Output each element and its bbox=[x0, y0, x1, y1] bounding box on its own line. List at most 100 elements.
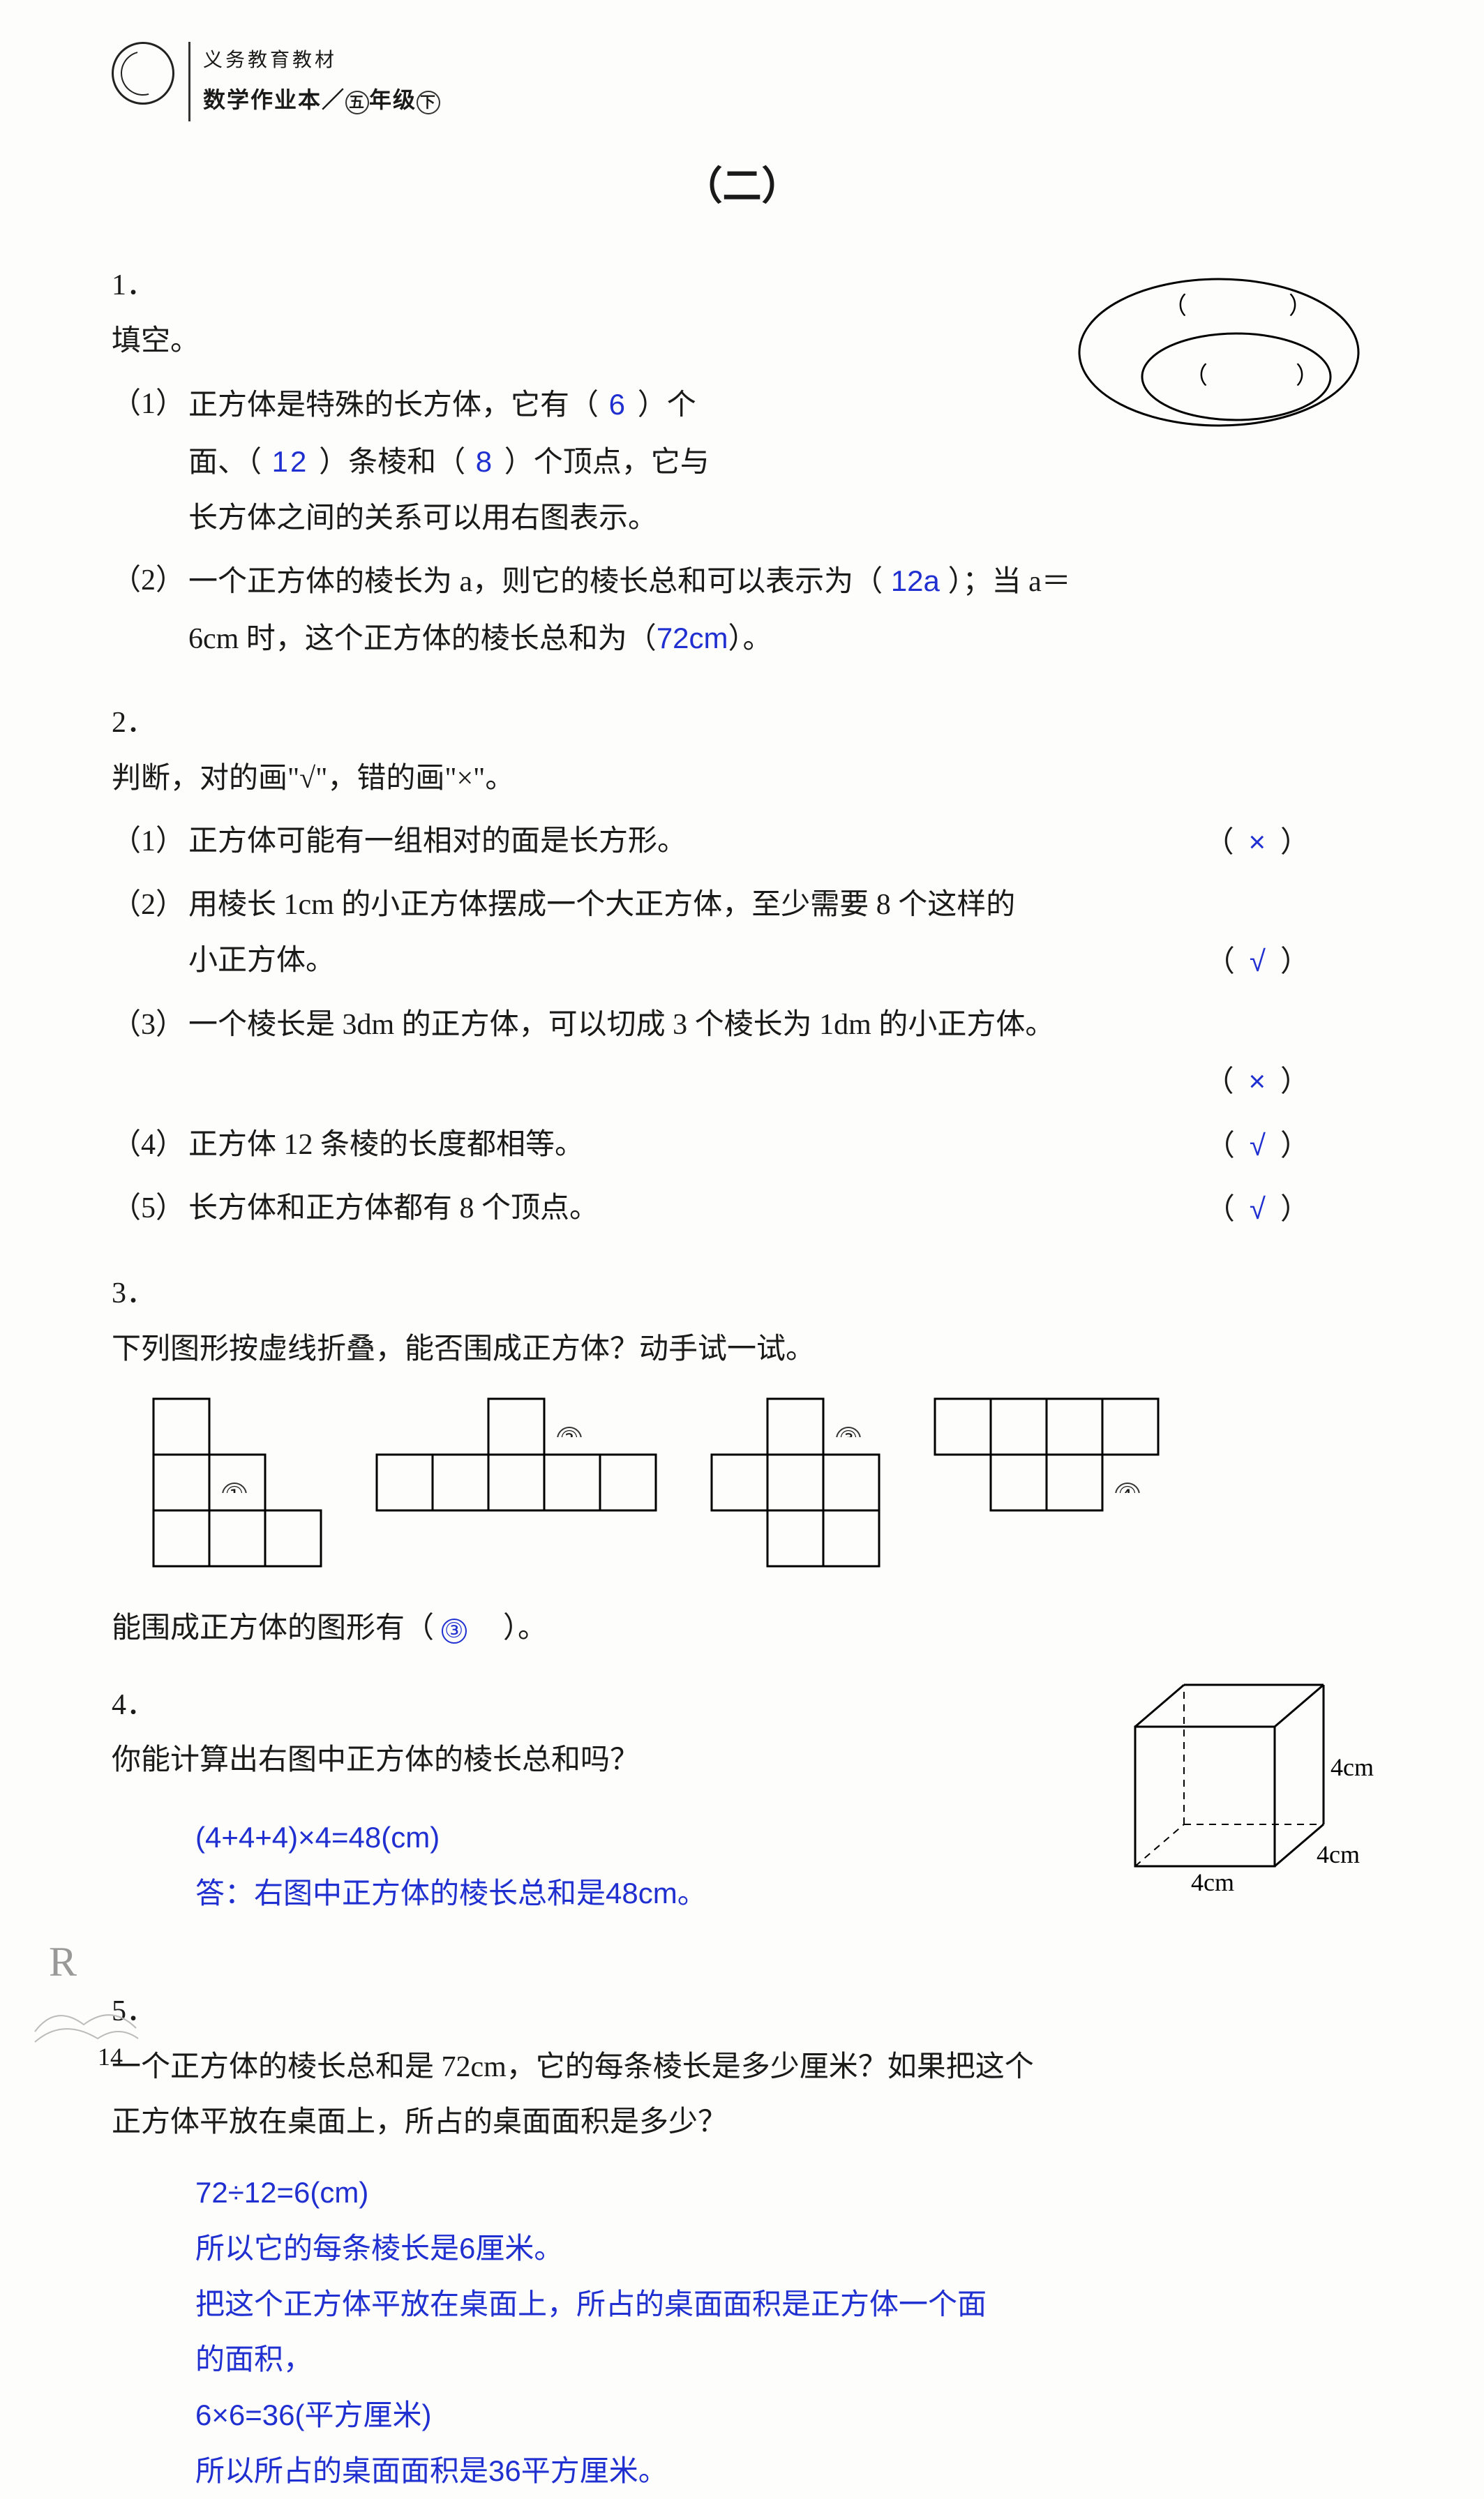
net-2: ② bbox=[377, 1399, 670, 1538]
q5-answer-line: 72÷12=6(cm) bbox=[195, 2165, 1317, 2221]
volume-circle-icon: 下 bbox=[417, 91, 440, 114]
header-text: 义务教育教材 数学作业本／五年级下 bbox=[188, 42, 440, 121]
q2-item-num: （5） bbox=[112, 1181, 188, 1237]
q1-sub2: （2） 一个正方体的棱长为 a，则它的棱长总和可以表示为（ 12a ）；当 a＝… bbox=[112, 553, 1317, 668]
cube-diagram: 4cm 4cm 4cm bbox=[1107, 1671, 1358, 1894]
q2-answer: √ bbox=[1250, 945, 1266, 977]
question-2: 2． 判断，对的画"√"，错的画"×"。 （1）正方体可能有一组相对的面是长方形… bbox=[112, 696, 1372, 1245]
cube-dim-w: 4cm bbox=[1191, 1868, 1234, 1896]
q2-title: 判断，对的画"√"，错的画"×"。 bbox=[112, 763, 514, 795]
net-2-label: ② bbox=[557, 1427, 582, 1437]
q4-title: 你能计算出右图中正方体的棱长总和吗？ bbox=[112, 1744, 639, 1776]
cube-dim-d: 4cm bbox=[1317, 1840, 1360, 1868]
q2-tf-slot: （ √ ） bbox=[1206, 1181, 1310, 1238]
venn-diagram: （ ） （ ） bbox=[1072, 272, 1365, 433]
q2-item: （2）用棱长 1cm 的小正方体摆成一个大正方体，至少需要 8 个这样的小正方体… bbox=[112, 878, 1317, 991]
q5-answer-line: 把这个正方体平放在桌面上，所占的桌面面积是正方体一个面 bbox=[195, 2276, 1317, 2332]
q2-item-text: 长方体和正方体都有 8 个顶点。 （ √ ） bbox=[188, 1181, 1317, 1238]
q2-answer: √ bbox=[1250, 1129, 1266, 1162]
q2-item-text: 用棱长 1cm 的小正方体摆成一个大正方体，至少需要 8 个这样的小正方体。 （ … bbox=[188, 878, 1317, 991]
q2-item-num: （3） bbox=[112, 998, 188, 1053]
net-1-label: ① bbox=[222, 1483, 247, 1493]
q2-item-text: 正方体 12 条棱的长度都相等。 （ √ ） bbox=[188, 1118, 1317, 1175]
net-4-label: ④ bbox=[1115, 1483, 1140, 1493]
q2-tf-slot: （ × ） bbox=[1204, 1053, 1310, 1111]
question-5: 5． 一个正方体的棱长总和是 72cm，它的每条棱长是多少厘米？如果把这个 正方… bbox=[112, 1984, 1372, 2499]
grade-tail: 年级 bbox=[369, 87, 417, 112]
q1-s1-t2: ）个 bbox=[638, 389, 696, 421]
q3-result-post: ）。 bbox=[503, 1612, 547, 1644]
q2-tf-slot: （ × ） bbox=[1204, 814, 1310, 871]
q2-item-text-line: 小正方体。 bbox=[188, 945, 335, 977]
q5-answer-line: 所以所占的桌面面积是36平方厘米。 bbox=[195, 2443, 1317, 2499]
q2-item-text-line: 正方体 12 条棱的长度都相等。 bbox=[188, 1129, 584, 1161]
venn-outer-r: ） bbox=[1289, 293, 1312, 320]
q1-s1-num: （1） bbox=[112, 377, 188, 433]
q2-answer: √ bbox=[1250, 1192, 1266, 1225]
q2-item-text: 一个棱长是 3dm 的正方体，可以切成 3 个棱长为 1dm 的小正方体。 （ ×… bbox=[188, 998, 1317, 1111]
q3-title: 下列图形按虚线折叠，能否围成正方体？动手试一试。 bbox=[112, 1333, 815, 1365]
q5-line2: 正方体平放在桌面上，所占的桌面面积是多少？ bbox=[112, 2106, 727, 2138]
q2-tf-slot: （ √ ） bbox=[1206, 1118, 1310, 1175]
cube-nets-row: ① ② bbox=[153, 1399, 1317, 1580]
grade-circle-icon: 五 bbox=[345, 91, 369, 114]
q2-item: （1）正方体可能有一组相对的面是长方形。（ × ） bbox=[112, 814, 1317, 871]
q3-result-pre: 能围成正方体的图形有（ bbox=[112, 1612, 434, 1644]
q2-number: 2． bbox=[112, 696, 160, 751]
q1-s2-t1: 一个正方体的棱长为 a，则它的棱长总和可以表示为（ bbox=[188, 566, 883, 598]
logo-icon bbox=[112, 42, 174, 105]
q2-item-text-line: 用棱长 1cm 的小正方体摆成一个大正方体，至少需要 8 个这样的 bbox=[188, 889, 1015, 921]
q1-s1-a1: 6 bbox=[599, 388, 638, 421]
q1-s2-t4: ）。 bbox=[728, 623, 772, 655]
section-title: （二） bbox=[112, 149, 1372, 223]
book-title: 数学作业本／ bbox=[203, 87, 345, 112]
question-3: 3． 下列图形按虚线折叠，能否围成正方体？动手试一试。 bbox=[112, 1266, 1372, 1656]
q2-item-text: 正方体可能有一组相对的面是长方形。（ × ） bbox=[188, 814, 1317, 871]
q4-number: 4． bbox=[112, 1678, 160, 1734]
q2-answer: × bbox=[1248, 825, 1266, 858]
q1-s1-t1: 正方体是特殊的长方体，它有（ bbox=[188, 389, 599, 421]
header-subtitle: 义务教育教材 bbox=[203, 42, 440, 79]
page-number: 14 bbox=[98, 2033, 123, 2080]
q1-s2-num: （2） bbox=[112, 553, 188, 609]
q1-s1-a2: 12 bbox=[262, 445, 319, 478]
q2-tf-slot: （ √ ） bbox=[1206, 933, 1310, 991]
corner-decoration-icon: R bbox=[28, 1934, 140, 2046]
cube-dim-h: 4cm bbox=[1331, 1753, 1374, 1781]
q1-s2-t2: ）；当 a＝ bbox=[948, 566, 1071, 598]
net-1: ① bbox=[153, 1399, 335, 1580]
q3-result-ans: ③ bbox=[442, 1619, 467, 1644]
q1-s1-a3: 8 bbox=[465, 445, 504, 478]
q5-answer-line: 的面积， bbox=[195, 2332, 1317, 2387]
q1-s1-t6: 长方体之间的关系可以用右图表示。 bbox=[188, 502, 657, 534]
q3-result: 能围成正方体的图形有（ ③ ）。 bbox=[112, 1601, 1317, 1657]
q2-item: （5）长方体和正方体都有 8 个顶点。 （ √ ） bbox=[112, 1181, 1317, 1238]
q2-item-text-line: 长方体和正方体都有 8 个顶点。 bbox=[188, 1192, 599, 1224]
q2-item-num: （4） bbox=[112, 1118, 188, 1173]
q1-s1-t5: ）个顶点，它与 bbox=[504, 446, 710, 479]
q5-answer-line: 所以它的每条棱长是6厘米。 bbox=[195, 2221, 1317, 2276]
q1-title: 填空。 bbox=[112, 325, 200, 357]
q1-s1-t4: ）条棱和（ bbox=[319, 446, 465, 479]
venn-inner-r: ） bbox=[1296, 363, 1319, 389]
net-4: ④ bbox=[935, 1399, 1172, 1538]
q1-s2-a1: 12a bbox=[883, 564, 947, 597]
question-4: 4． 你能计算出右图中正方体的棱长总和吗？ (4+4+4)×4=48(cm) 答… bbox=[112, 1678, 1372, 1963]
q1-s2-t3: 6cm 时，这个正方体的棱长总和为（ bbox=[188, 623, 657, 655]
q5-answer-line: 6×6=36(平方厘米) bbox=[195, 2387, 1317, 2443]
net-3: ③ bbox=[712, 1399, 893, 1580]
q2-item: （3）一个棱长是 3dm 的正方体，可以切成 3 个棱长为 1dm 的小正方体。… bbox=[112, 998, 1317, 1111]
venn-outer-l: （ bbox=[1163, 293, 1187, 320]
q5-line1: 一个正方体的棱长总和是 72cm，它的每条棱长是多少厘米？如果把这个 bbox=[112, 2051, 1034, 2083]
q1-number: 1． bbox=[112, 258, 160, 314]
q2-item: （4）正方体 12 条棱的长度都相等。 （ √ ） bbox=[112, 1118, 1317, 1175]
q1-s1-t3: 面、（ bbox=[188, 446, 262, 479]
q1-s2-a2: 72cm bbox=[657, 622, 728, 654]
q2-answer: × bbox=[1248, 1065, 1266, 1097]
venn-inner-l: （ bbox=[1184, 363, 1208, 389]
page-header: 义务教育教材 数学作业本／五年级下 bbox=[112, 42, 1372, 121]
q3-number: 3． bbox=[112, 1266, 160, 1322]
q2-item-num: （1） bbox=[112, 814, 188, 870]
q2-item-text-line: 一个棱长是 3dm 的正方体，可以切成 3 个棱长为 1dm 的小正方体。 bbox=[188, 1009, 1054, 1041]
q2-item-num: （2） bbox=[112, 878, 188, 933]
